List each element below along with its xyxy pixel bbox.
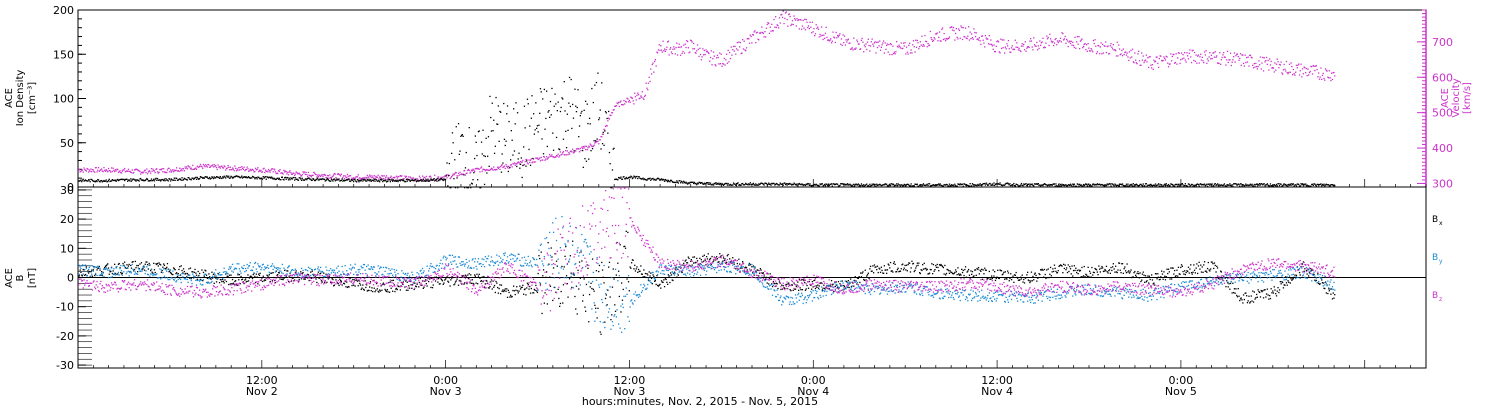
density-label-line1: ACE xyxy=(4,88,15,108)
b-tick-label: 30 xyxy=(60,184,74,197)
b-series-bz xyxy=(78,187,1336,312)
legend-bz: B xyxy=(1432,291,1438,301)
x-tick-date: Nov 5 xyxy=(1165,385,1197,398)
x-tick-date: Nov 3 xyxy=(430,385,462,398)
b-label-line1: ACE xyxy=(4,268,15,288)
velocity-ticks: 300 400 500 600 700 xyxy=(1417,9,1453,190)
b-label-line3: [nT] xyxy=(27,268,38,288)
x-tick-date: Nov 3 xyxy=(613,385,645,398)
x-tick-time: 12:00 xyxy=(246,374,278,387)
x-tick-date: Nov 4 xyxy=(981,385,1013,398)
bottom-series xyxy=(78,187,1336,335)
velocity-label-line3: [km/s] xyxy=(1462,82,1473,114)
legend-sub-x: x xyxy=(1439,220,1443,227)
velocity-tick-label: 600 xyxy=(1432,71,1453,84)
x-tick-time: 0:00 xyxy=(801,374,826,387)
legend-bx: B xyxy=(1432,215,1438,225)
legend-sub-z: z xyxy=(1439,296,1442,303)
density-tick-label: 0 xyxy=(67,181,74,194)
b-tick-label: 10 xyxy=(60,242,74,255)
top-plot-frame xyxy=(77,9,1427,188)
velocity-label-line2: Velocity xyxy=(1451,78,1462,117)
b-field-ticks: -30 -20 -10 0 10 20 30 xyxy=(56,184,92,372)
legend-by: B xyxy=(1432,253,1438,263)
density-ticks: 0 50 100 150 200 xyxy=(53,4,86,194)
x-tick-time: 0:00 xyxy=(1169,374,1194,387)
density-label-line2: Ion Density xyxy=(15,70,26,127)
top-panel: 0 50 100 150 200 300 400 500 600 700 ACE Ion Den… xyxy=(4,4,1473,194)
x-tick-date: Nov 4 xyxy=(797,385,829,398)
b-series-by xyxy=(78,216,1336,333)
b-tick-label: -20 xyxy=(56,330,74,343)
velocity-tick-label: 300 xyxy=(1432,177,1453,190)
b-series-bx xyxy=(78,230,1336,335)
b-tick-label: 0 xyxy=(67,272,74,285)
x-tick-time: 0:00 xyxy=(433,374,458,387)
velocity-tick-label: 400 xyxy=(1432,142,1453,155)
legend-sub-y: y xyxy=(1439,258,1443,265)
x-tick-time: 12:00 xyxy=(614,374,646,387)
b-label-line2: B xyxy=(15,274,26,281)
velocity-label-line1: ACE xyxy=(1440,88,1451,108)
density-tick-label: 100 xyxy=(53,93,74,106)
x-tick-time: 12:00 xyxy=(981,374,1013,387)
density-tick-label: 50 xyxy=(60,137,74,150)
x-axis-label: hours:minutes, Nov. 2, 2015 - Nov. 5, 20… xyxy=(582,395,818,408)
b-tick-label: -10 xyxy=(56,301,74,314)
density-tick-label: 200 xyxy=(53,4,74,17)
x-tick-date: Nov 2 xyxy=(246,385,278,398)
density-tick-label: 150 xyxy=(53,48,74,61)
velocity-tick-label: 500 xyxy=(1432,107,1453,120)
top-series xyxy=(78,10,1336,189)
density-points xyxy=(78,72,1336,189)
density-label-line3: [cm⁻³] xyxy=(27,82,38,114)
velocity-points xyxy=(78,10,1336,182)
b-tick-label: -30 xyxy=(56,359,74,372)
b-tick-label: 20 xyxy=(60,213,74,226)
velocity-tick-label: 700 xyxy=(1432,36,1453,49)
